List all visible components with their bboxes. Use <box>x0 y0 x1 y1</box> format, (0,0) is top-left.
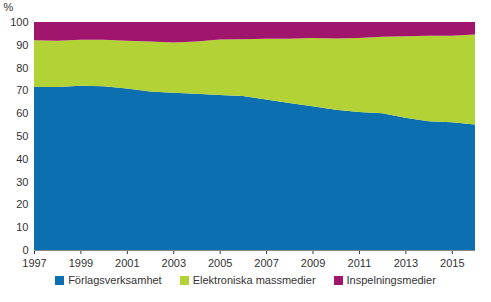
svg-text:60: 60 <box>16 107 28 119</box>
svg-text:70: 70 <box>16 84 28 96</box>
svg-text:1997: 1997 <box>22 257 46 269</box>
svg-text:2011: 2011 <box>348 257 372 269</box>
svg-text:2015: 2015 <box>440 257 464 269</box>
svg-text:2003: 2003 <box>162 257 186 269</box>
svg-text:80: 80 <box>16 62 28 74</box>
svg-text:100: 100 <box>10 16 28 28</box>
svg-text:0: 0 <box>22 244 28 256</box>
html-text:Inspelningsmedier: Inspelningsmedier <box>346 274 436 286</box>
svg-text:10: 10 <box>16 221 28 233</box>
svg-text:2009: 2009 <box>301 257 325 269</box>
svg-text:2005: 2005 <box>208 257 232 269</box>
svg-text:%: % <box>4 1 14 13</box>
svg-text:20: 20 <box>16 198 28 210</box>
svg-text:50: 50 <box>16 130 28 142</box>
svg-text:2001: 2001 <box>115 257 139 269</box>
svg-text:90: 90 <box>16 39 28 51</box>
html-text:Förlagsverksamhet: Förlagsverksamhet <box>68 274 162 286</box>
svg-text:2007: 2007 <box>254 257 278 269</box>
svg-text:40: 40 <box>16 153 28 165</box>
svg-text:1999: 1999 <box>69 257 93 269</box>
html-text:Elektroniska massmedier: Elektroniska massmedier <box>192 274 316 286</box>
svg-text:30: 30 <box>16 176 28 188</box>
svg-text:2013: 2013 <box>394 257 418 269</box>
